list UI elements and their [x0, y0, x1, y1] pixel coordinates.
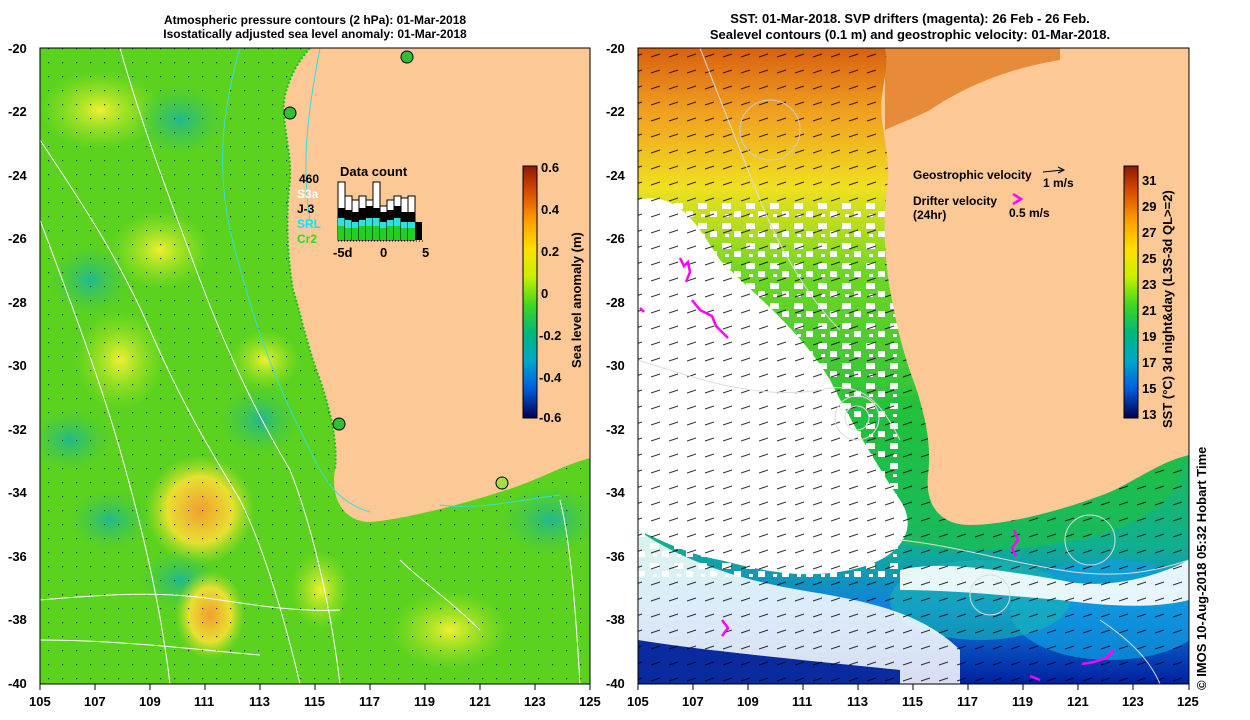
lat-tick: -36 [606, 549, 625, 564]
lon-tick: 109 [737, 694, 759, 709]
lat-tick: -32 [606, 422, 625, 437]
inset-label-cr2: Cr2 [297, 232, 318, 246]
sla-tick: 0.4 [541, 202, 560, 217]
lon-tick: 105 [29, 694, 51, 709]
right-map [638, 48, 1189, 684]
sla-tick: -0.6 [539, 410, 562, 425]
lon-tick: 115 [304, 694, 325, 709]
lat-tick: -40 [606, 676, 625, 691]
lon-tick: 119 [414, 694, 435, 709]
sst-tick: 27 [1142, 225, 1157, 240]
sst-tick: 17 [1142, 355, 1157, 370]
drifter-scale: 0.5 m/s [1009, 206, 1050, 220]
sla-tick: 0.2 [541, 244, 560, 259]
sla-colorbar-label: Sea level anomaly (m) [569, 232, 584, 368]
geostrophic-velocity-label: Geostrophic velocity [913, 168, 1032, 182]
sla-colorbar [522, 165, 538, 419]
left-title-line1: Atmospheric pressure contours (2 hPa): 0… [163, 13, 467, 27]
lat-tick: -26 [8, 231, 27, 246]
lat-tick: -30 [606, 358, 625, 373]
sst-tick: 25 [1142, 251, 1157, 266]
lon-tick: 111 [194, 694, 215, 709]
lat-tick: -38 [606, 612, 625, 627]
sst-tick: 29 [1142, 199, 1157, 214]
right-title-line2: Sealevel contours (0.1 m) and geostrophi… [709, 27, 1111, 42]
inset-xtick: -5d [333, 245, 353, 260]
data-count-bars [337, 181, 424, 242]
lat-tick: -28 [8, 295, 27, 310]
inset-label-j3: J-3 [297, 202, 315, 216]
drifter-velocity-sub: (24hr) [913, 208, 947, 222]
lat-tick: -22 [606, 104, 625, 119]
lat-tick: -40 [8, 676, 27, 691]
lon-tick: 117 [359, 694, 380, 709]
sst-colorbar [1123, 165, 1139, 419]
lon-tick: 109 [139, 694, 161, 709]
sst-tick: 19 [1142, 329, 1157, 344]
lon-tick: 105 [627, 694, 649, 709]
imos-credit: © IMOS 10-Aug-2018 05:32 Hobart Time [1194, 446, 1209, 690]
geostrophic-scale: 1 m/s [1043, 176, 1074, 190]
lat-tick: -20 [606, 41, 625, 56]
lon-tick: 119 [1012, 694, 1033, 709]
lon-tick: 125 [1177, 694, 1199, 709]
lon-tick: 125 [579, 694, 601, 709]
inset-xtick: 5 [422, 245, 430, 260]
drifter-velocity-label: Drifter velocity [913, 194, 998, 208]
lat-tick: -28 [606, 295, 625, 310]
sst-tick: 21 [1142, 303, 1157, 318]
inset-label-srl: SRL [297, 217, 321, 231]
lon-tick: 115 [902, 694, 923, 709]
sla-tick: 0 [541, 286, 549, 301]
right-title-line1: SST: 01-Mar-2018. SVP drifters (magenta)… [730, 11, 1090, 26]
inset-label-s3a: S3a [297, 187, 319, 201]
lat-tick: -38 [8, 612, 27, 627]
lon-tick: 111 [792, 694, 813, 709]
sla-tick: -0.4 [539, 370, 562, 385]
lat-tick: -24 [606, 168, 625, 183]
sst-tick: 31 [1142, 173, 1157, 188]
lon-tick: 121 [1067, 694, 1089, 709]
lon-tick: 117 [957, 694, 978, 709]
lon-tick: 113 [847, 694, 868, 709]
sst-tick: 23 [1142, 277, 1157, 292]
lat-tick: -32 [8, 422, 27, 437]
inset-xtick: 0 [380, 245, 388, 260]
data-count-title: Data count [340, 164, 408, 179]
velocity-legend-glyphs [1012, 166, 1066, 206]
lat-tick: -34 [606, 485, 625, 500]
sst-colorbar-label: SST (°C) 3d night&day (L3S-3d QL>=2) [1160, 190, 1175, 428]
inset-label-460: 460 [299, 172, 320, 186]
lat-tick: -26 [606, 231, 625, 246]
axis-ticks [39, 684, 1190, 690]
lat-tick: -22 [8, 104, 27, 119]
sla-tick: 0.6 [541, 160, 560, 175]
left-map [40, 48, 590, 684]
sst-tick: 13 [1142, 407, 1157, 422]
lon-tick: 121 [469, 694, 491, 709]
lon-tick: 107 [84, 694, 106, 709]
sst-tick: 15 [1142, 381, 1157, 396]
lat-tick: -24 [8, 168, 27, 183]
lon-tick: 107 [682, 694, 704, 709]
left-title-line2: Isostatically adjusted sea level anomaly… [163, 27, 467, 41]
lon-tick: 123 [524, 694, 546, 709]
lon-tick: 113 [249, 694, 270, 709]
lat-tick: -20 [8, 41, 27, 56]
lat-tick: -36 [8, 549, 27, 564]
sla-tick: -0.2 [539, 328, 562, 343]
lat-tick: -34 [8, 485, 27, 500]
lon-tick: 123 [1122, 694, 1144, 709]
lat-tick: -30 [8, 358, 27, 373]
